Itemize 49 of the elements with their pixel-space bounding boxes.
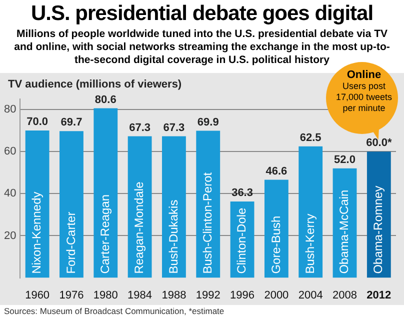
annotation: Obama-Romney <box>371 186 386 274</box>
annotation: Bush-Clinton-Perot <box>200 172 214 274</box>
x-tick-label: 1976 <box>59 289 84 302</box>
y-axis-title: TV audience (millions of viewers) <box>8 78 182 91</box>
data-label: 67.3 <box>129 122 151 134</box>
x-tick-label: 1960 <box>25 289 50 302</box>
x-tick-label: 1996 <box>230 289 255 302</box>
data-label: 67.3 <box>163 122 185 134</box>
y-tick-label: 20 <box>4 230 16 242</box>
source-note: Sources: Museum of Broadcast Communication, *estimate <box>4 306 224 316</box>
x-tick-label: 2004 <box>298 289 323 302</box>
data-label: 70.0 <box>26 116 48 128</box>
annotation: Gore-Bush <box>268 216 283 274</box>
annotation: Carter-Reagan <box>98 194 112 274</box>
annotation: Reagan-Mondale <box>132 181 146 274</box>
data-label: 52.0 <box>334 154 356 166</box>
x-tick-label: 1992 <box>196 289 220 302</box>
annotation: Clinton-Dole <box>234 207 249 274</box>
data-label: 80.6 <box>94 94 116 106</box>
chart-subtitle: Millions of people worldwide tuned into the U.S. presidential debate via TV and online, with social networks streaming the exchange in the most up-to-the-second digital coverage in U.S. political history <box>13 28 391 67</box>
annotation: Bush-Kerry <box>302 214 317 274</box>
annotation: Nixon-Kennedy <box>30 192 44 274</box>
data-label: 60.0* <box>366 137 392 150</box>
data-label: 36.3 <box>232 186 253 199</box>
data-label: 46.6 <box>266 165 288 178</box>
x-tick-label: 1988 <box>162 289 186 302</box>
x-tick-label: 1984 <box>128 289 152 302</box>
x-tick-label: 2012 <box>366 289 392 302</box>
bar <box>94 108 118 278</box>
x-tick-label: 2008 <box>332 289 357 302</box>
data-label: 62.5 <box>300 132 322 144</box>
bar <box>25 130 50 278</box>
annotation: Obama-McCain <box>337 190 352 274</box>
annotation: Users post 17,000 tweets per minute <box>336 81 392 113</box>
annotation: Ford-Carter <box>64 212 78 274</box>
y-tick-label: 40 <box>4 188 16 200</box>
bar <box>60 131 84 278</box>
x-tick-label: 2000 <box>264 289 289 302</box>
x-tick-label: 1980 <box>93 289 118 302</box>
bar <box>264 180 288 278</box>
annotation: Bush-Dukakis <box>166 200 180 274</box>
bar <box>298 146 323 278</box>
bar <box>162 136 186 278</box>
data-label: 69.7 <box>60 116 82 129</box>
y-tick-label: 80 <box>4 104 16 116</box>
data-label: 69.9 <box>197 116 219 128</box>
text: Online <box>346 69 382 81</box>
y-tick-label: 60 <box>4 146 16 158</box>
chart-title: U.S. presidential debate goes digital <box>30 2 374 26</box>
